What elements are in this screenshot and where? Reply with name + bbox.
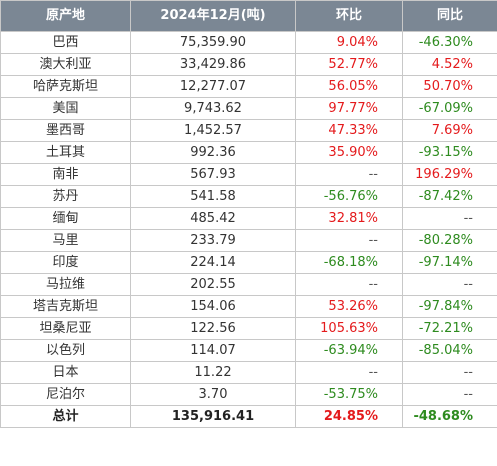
volume-cell: 135,916.41 — [130, 405, 296, 428]
table-row: 以色列 114.07 -63.94% -85.04% — [0, 339, 497, 362]
table-row: 巴西 75,359.90 9.04% -46.30% — [0, 31, 497, 54]
mom-cell: -68.18% — [295, 251, 403, 274]
yoy-cell: -97.14% — [402, 251, 497, 274]
origin-cell: 缅甸 — [0, 207, 131, 230]
mom-cell: 47.33% — [295, 119, 403, 142]
volume-cell: 485.42 — [130, 207, 296, 230]
table-row: 马里 233.79 -- -80.28% — [0, 229, 497, 252]
volume-cell: 75,359.90 — [130, 31, 296, 54]
volume-cell: 992.36 — [130, 141, 296, 164]
volume-cell: 3.70 — [130, 383, 296, 406]
yoy-cell: -85.04% — [402, 339, 497, 362]
origin-cell: 马里 — [0, 229, 131, 252]
mom-cell: 52.77% — [295, 53, 403, 76]
header-row: 原产地 2024年12月(吨) 环比 同比 — [0, 0, 497, 32]
yoy-cell: 196.29% — [402, 163, 497, 186]
yoy-cell: 4.52% — [402, 53, 497, 76]
origin-cell: 日本 — [0, 361, 131, 384]
mom-cell: 97.77% — [295, 97, 403, 120]
origin-cell: 土耳其 — [0, 141, 131, 164]
yoy-cell: 7.69% — [402, 119, 497, 142]
origin-cell: 巴西 — [0, 31, 131, 54]
header-volume: 2024年12月(吨) — [130, 0, 296, 32]
mom-cell: -56.76% — [295, 185, 403, 208]
origin-cell: 印度 — [0, 251, 131, 274]
yoy-cell: 50.70% — [402, 75, 497, 98]
mom-cell: 105.63% — [295, 317, 403, 340]
table-row: 马拉维 202.55 -- -- — [0, 273, 497, 296]
volume-cell: 224.14 — [130, 251, 296, 274]
origin-import-table: 原产地 2024年12月(吨) 环比 同比 巴西 75,359.90 9.04% -4… — [0, 0, 497, 428]
mom-cell: -53.75% — [295, 383, 403, 406]
volume-cell: 1,452.57 — [130, 119, 296, 142]
yoy-cell: -- — [402, 383, 497, 406]
yoy-cell: -46.30% — [402, 31, 497, 54]
origin-cell: 南非 — [0, 163, 131, 186]
volume-cell: 114.07 — [130, 339, 296, 362]
volume-cell: 567.93 — [130, 163, 296, 186]
table-row: 塔吉克斯坦 154.06 53.26% -97.84% — [0, 295, 497, 318]
mom-cell: -- — [295, 163, 403, 186]
table-row: 尼泊尔 3.70 -53.75% -- — [0, 383, 497, 406]
origin-cell: 塔吉克斯坦 — [0, 295, 131, 318]
mom-cell: 24.85% — [295, 405, 403, 428]
volume-cell: 541.58 — [130, 185, 296, 208]
yoy-cell: -93.15% — [402, 141, 497, 164]
yoy-cell: -- — [402, 361, 497, 384]
yoy-cell: -80.28% — [402, 229, 497, 252]
volume-cell: 12,277.07 — [130, 75, 296, 98]
origin-cell: 哈萨克斯坦 — [0, 75, 131, 98]
mom-cell: -- — [295, 273, 403, 296]
origin-cell: 以色列 — [0, 339, 131, 362]
table-row: 哈萨克斯坦 12,277.07 56.05% 50.70% — [0, 75, 497, 98]
table-row: 墨西哥 1,452.57 47.33% 7.69% — [0, 119, 497, 142]
table-row: 印度 224.14 -68.18% -97.14% — [0, 251, 497, 274]
volume-cell: 233.79 — [130, 229, 296, 252]
origin-cell: 墨西哥 — [0, 119, 131, 142]
volume-cell: 9,743.62 — [130, 97, 296, 120]
header-origin: 原产地 — [0, 0, 131, 32]
table-row: 苏丹 541.58 -56.76% -87.42% — [0, 185, 497, 208]
table-row: 澳大利亚 33,429.86 52.77% 4.52% — [0, 53, 497, 76]
table-body: 巴西 75,359.90 9.04% -46.30% 澳大利亚 33,429.86 52.7… — [0, 31, 497, 428]
table-row: 美国 9,743.62 97.77% -67.09% — [0, 97, 497, 120]
table-row: 土耳其 992.36 35.90% -93.15% — [0, 141, 497, 164]
mom-cell: -63.94% — [295, 339, 403, 362]
origin-cell: 尼泊尔 — [0, 383, 131, 406]
total-row: 总计 135,916.41 24.85% -48.68% — [0, 405, 497, 428]
volume-cell: 154.06 — [130, 295, 296, 318]
table-row: 日本 11.22 -- -- — [0, 361, 497, 384]
mom-cell: 32.81% — [295, 207, 403, 230]
mom-cell: -- — [295, 229, 403, 252]
volume-cell: 202.55 — [130, 273, 296, 296]
yoy-cell: -72.21% — [402, 317, 497, 340]
mom-cell: 35.90% — [295, 141, 403, 164]
mom-cell: 9.04% — [295, 31, 403, 54]
volume-cell: 122.56 — [130, 317, 296, 340]
table-row: 缅甸 485.42 32.81% -- — [0, 207, 497, 230]
origin-cell: 澳大利亚 — [0, 53, 131, 76]
mom-cell: -- — [295, 361, 403, 384]
origin-cell: 美国 — [0, 97, 131, 120]
mom-cell: 56.05% — [295, 75, 403, 98]
yoy-cell: -87.42% — [402, 185, 497, 208]
header-mom: 环比 — [295, 0, 403, 32]
origin-cell: 苏丹 — [0, 185, 131, 208]
yoy-cell: -- — [402, 273, 497, 296]
yoy-cell: -- — [402, 207, 497, 230]
origin-cell: 坦桑尼亚 — [0, 317, 131, 340]
origin-cell: 马拉维 — [0, 273, 131, 296]
yoy-cell: -48.68% — [402, 405, 497, 428]
table-row: 南非 567.93 -- 196.29% — [0, 163, 497, 186]
volume-cell: 11.22 — [130, 361, 296, 384]
yoy-cell: -67.09% — [402, 97, 497, 120]
yoy-cell: -97.84% — [402, 295, 497, 318]
header-yoy: 同比 — [402, 0, 497, 32]
table-row: 坦桑尼亚 122.56 105.63% -72.21% — [0, 317, 497, 340]
origin-cell: 总计 — [0, 405, 131, 428]
volume-cell: 33,429.86 — [130, 53, 296, 76]
mom-cell: 53.26% — [295, 295, 403, 318]
